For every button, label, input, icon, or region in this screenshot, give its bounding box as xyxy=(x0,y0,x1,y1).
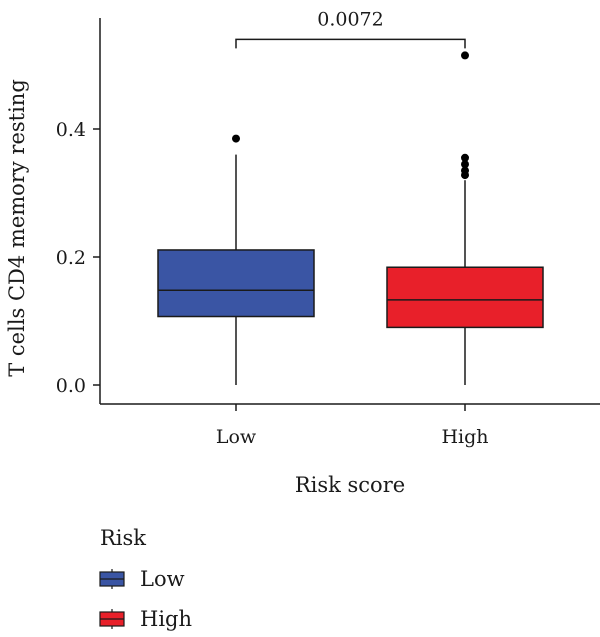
y-axis-title: T cells CD4 memory resting xyxy=(5,79,29,377)
box-iqr xyxy=(386,266,544,329)
outlier-point xyxy=(461,160,469,169)
legend: Risk Low High xyxy=(99,526,192,631)
significance-bracket: 0.0072 xyxy=(235,8,466,49)
legend-label-high: High xyxy=(140,607,192,631)
x-axis-title: Risk score xyxy=(295,473,405,497)
plot-area: 0.0072 xyxy=(157,8,544,385)
box-iqr xyxy=(157,249,315,318)
x-tick-label-high: High xyxy=(441,426,488,448)
legend-title: Risk xyxy=(100,526,146,550)
x-tick-label-low: Low xyxy=(216,426,257,448)
outlier-point xyxy=(461,51,469,60)
legend-label-low: Low xyxy=(140,567,185,591)
y-tick-label: 0.2 xyxy=(56,247,86,269)
bracket-line xyxy=(235,38,466,49)
outlier-point xyxy=(461,153,469,162)
p-value-label: 0.0072 xyxy=(317,8,383,30)
y-tick-label: 0.0 xyxy=(56,375,86,397)
outlier-point xyxy=(461,171,469,180)
y-tick-label: 0.4 xyxy=(56,119,86,141)
axes: 0.0 0.2 0.4 Low High xyxy=(56,18,600,448)
outlier-point xyxy=(232,134,240,143)
box-high xyxy=(386,51,544,385)
box-low xyxy=(157,134,315,385)
